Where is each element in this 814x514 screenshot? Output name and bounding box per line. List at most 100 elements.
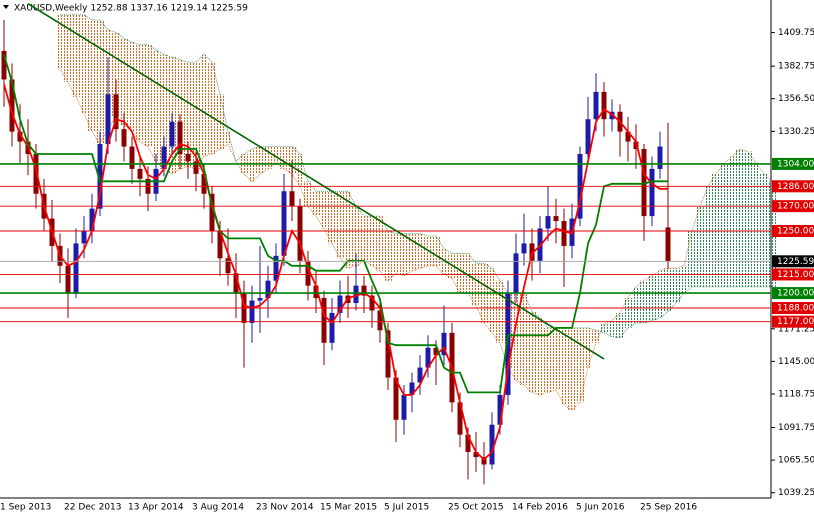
cloud-segment [648,275,656,321]
cloud-segment [80,14,88,114]
candle-body [385,330,391,378]
cloud-segment [400,233,408,276]
candle-body [9,79,15,132]
candle-body [185,153,191,162]
last-price-box [772,255,814,268]
cloud-segment [568,327,576,410]
cloud-segment [656,270,664,318]
cloud-segment [528,311,536,393]
level-label: 1215.00 [777,270,814,280]
candle-body [105,94,111,145]
candle-body [425,347,431,368]
candle-body [169,121,175,147]
cloud-segment [688,230,696,287]
cloud-segment [512,293,520,381]
candle-body [281,191,287,256]
cloud-segment [680,265,688,294]
level-box [772,301,814,314]
cloud-segment [88,19,96,132]
level-label: 1250.00 [777,226,814,236]
level-label: 1270.00 [777,202,814,212]
candle-body [273,255,279,281]
candle-body [497,394,503,425]
cloud-segment [336,191,344,259]
cloud-segment [96,19,104,145]
level-label: 1286.00 [777,182,814,192]
candle-body [553,216,559,222]
cloud-segment [120,38,128,126]
candle-body [625,131,631,142]
candle-body [193,161,199,174]
candle-body [313,285,319,299]
candle-body [225,258,231,274]
candle-body [481,457,487,465]
candle-body [17,131,23,142]
level-box [772,224,814,237]
cloud-segment [224,131,232,145]
cloud-segment [624,298,632,328]
cloud-segment [368,216,376,266]
cloud-segment [256,146,264,174]
candle-body [665,227,671,262]
cloud-segment [728,156,736,287]
candle-body [265,280,271,299]
level-label: 1200.00 [777,289,814,299]
level-box [772,180,814,193]
menu-icon[interactable] [3,5,9,9]
cloud-segment [720,163,728,287]
candle-body [289,191,295,207]
cloud-segment [64,14,72,82]
candle-body [593,91,599,120]
candle-body [217,230,223,259]
indicator-line [3,84,668,461]
cloud-segment [192,62,200,169]
cloud-segment [360,216,368,261]
candle-body [377,310,383,331]
y-tick-label: 1382.75 [778,62,814,72]
cloud-segment [552,327,560,390]
candle-body [257,298,263,301]
x-tick-label: 14 Feb 2016 [512,503,568,513]
cloud-segment [616,312,624,338]
cloud-segment [232,161,240,162]
x-tick-label: 25 Sep 2016 [640,503,697,513]
cloud-segment [472,263,480,306]
candle-body [305,260,311,286]
x-tick-label: 22 Dec 2013 [64,503,122,513]
candle-body [649,168,655,217]
candle-body [89,208,95,231]
candle-body [161,146,167,169]
cloud-segment [664,268,672,312]
level-box [772,200,814,213]
y-tick-label: 1145.00 [778,357,814,367]
candle-body [361,285,367,296]
cloud-segment [672,268,680,304]
cloud-segment [496,280,504,343]
candle-body [489,424,495,465]
candle-body [409,382,415,395]
level-label: 1177.00 [777,317,814,327]
cloud-segment [464,253,472,294]
candle-body [177,121,183,154]
candle-body [201,173,207,194]
x-tick-label: 5 Jun 2016 [576,503,625,513]
header: XAUUSD,Weekly 1252.88 1337.16 1219.14 12… [14,4,248,14]
level-box [772,315,814,328]
cloud-segment [320,191,328,229]
candle-body [657,146,663,169]
cloud-segment [432,235,440,266]
cloud-segment [560,327,568,405]
cloud-segment [608,320,616,337]
candle-body [33,153,39,194]
cloud-segment [536,317,544,395]
candle-body [473,452,479,458]
candle-body [393,377,399,420]
candle-body [505,293,511,395]
y-tick-label: 1171.25 [778,324,814,334]
candle-body [137,168,143,179]
cloud-segment [144,44,152,147]
cloud-segment [72,14,80,97]
candle-body [369,295,375,311]
candle-body [249,300,255,323]
cloud-segment [376,216,384,271]
